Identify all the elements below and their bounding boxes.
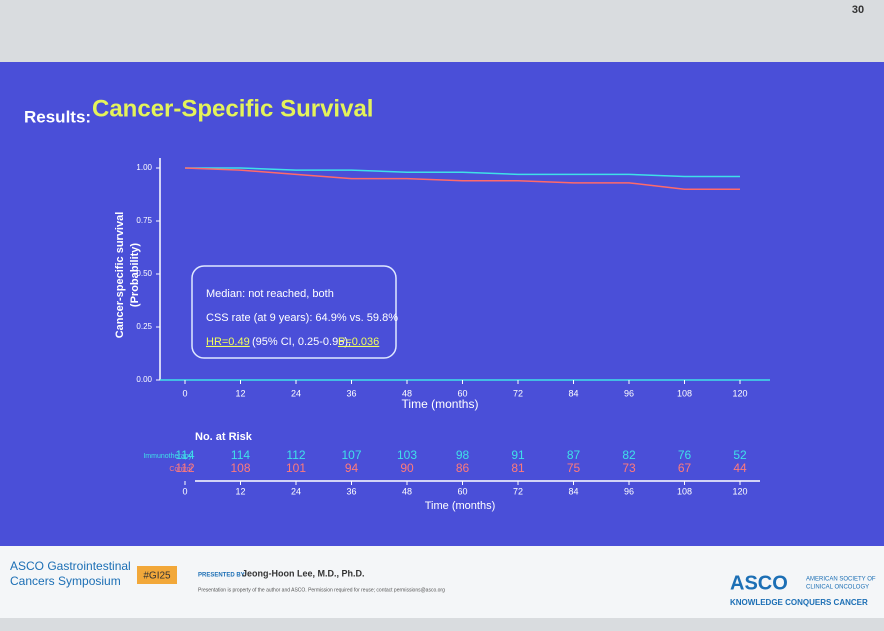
risk-x-tick-label: 84 (568, 486, 578, 496)
risk-x-tick-label: 108 (677, 486, 692, 496)
risk-count: 73 (622, 461, 636, 475)
meeting-name: Cancers Symposium (10, 574, 121, 588)
risk-count: 75 (567, 461, 581, 475)
risk-count: 103 (397, 448, 417, 462)
hashtag: #GI25 (143, 571, 171, 582)
risk-count: 112 (286, 448, 305, 462)
annotation: (95% CI, 0.25-0.95), (252, 336, 351, 348)
x-tick-label: 96 (624, 388, 634, 398)
x-tick-label: 84 (568, 388, 578, 398)
survival-curve (184, 167, 740, 190)
title-prefix: Results: (24, 107, 91, 126)
annotation: Median: not reached, both (206, 288, 334, 300)
risk-count: 112 (175, 461, 194, 475)
x-tick-label: 120 (732, 388, 747, 398)
risk-count: 94 (345, 461, 359, 475)
y-tick-label: 1.00 (136, 163, 152, 172)
presenter: Jeong-Hoon Lee, M.D., Ph.D. (242, 568, 365, 578)
risk-x-tick-label: 48 (402, 486, 412, 496)
risk-count: 52 (733, 448, 747, 462)
risk-x-tick-label: 24 (291, 486, 301, 496)
risk-x-tick-label: 36 (346, 486, 356, 496)
notice: Presentation is property of the author a… (198, 587, 445, 593)
asco-logo: ASCO (730, 572, 788, 594)
risk-x-tick-label: 120 (732, 486, 747, 496)
risk-count: 108 (230, 461, 250, 475)
risk-count: 91 (511, 448, 525, 462)
risk-x-tick-label: 12 (235, 486, 245, 496)
risk-count: 86 (456, 461, 470, 475)
x-tick-label: 72 (513, 388, 523, 398)
y-tick-label: 0.50 (136, 269, 152, 278)
annotation: P=0.036 (338, 336, 379, 348)
meeting-name: ASCO Gastrointestinal (10, 559, 131, 573)
x-tick-label: 108 (677, 388, 692, 398)
risk-x-axis-label: Time (months) (425, 500, 496, 512)
x-tick-label: 12 (235, 388, 245, 398)
x-tick-label: 24 (291, 388, 301, 398)
risk-count: 114 (231, 448, 250, 462)
risk-count: 67 (678, 461, 692, 475)
x-tick-label: 36 (346, 388, 356, 398)
x-tick-label: 60 (457, 388, 467, 398)
y-tick-label: 0.25 (136, 322, 152, 331)
risk-count: 76 (678, 448, 692, 462)
y-axis-label: Cancer-specific survival (114, 212, 126, 339)
presented-by: PRESENTED BY: (198, 573, 246, 579)
risk-count: 107 (341, 448, 361, 462)
y-tick-label: 0.75 (136, 216, 152, 225)
risk-table-title: No. at Risk (195, 431, 253, 443)
risk-count: 114 (175, 448, 194, 462)
y-axis-label: (Probability) (129, 243, 141, 308)
risk-count: 44 (733, 461, 747, 475)
hashtag-badge (137, 566, 177, 584)
tagline: KNOWLEDGE CONQUERS CANCER (730, 598, 868, 607)
risk-count: 101 (286, 461, 306, 475)
risk-count: 81 (511, 461, 525, 475)
x-tick-label: 0 (182, 388, 187, 398)
risk-row-name: Control (169, 466, 192, 473)
risk-x-tick-label: 72 (513, 486, 523, 496)
survival-curve (185, 167, 740, 178)
society-name: AMERICAN SOCIETY OF (806, 577, 876, 583)
risk-row-name: Immunotherapy (143, 453, 192, 460)
title: Cancer-Specific Survival (92, 95, 373, 122)
page-number: 30 (852, 4, 864, 16)
risk-count: 82 (622, 448, 636, 462)
x-axis-label: Time (months) (402, 397, 479, 411)
annotation: HR=0.49 (206, 336, 250, 348)
annotation-box (191, 265, 397, 359)
risk-x-tick-label: 60 (457, 486, 467, 496)
y-tick-label: 0.00 (136, 375, 152, 384)
risk-count: 90 (400, 461, 414, 475)
society-name: CLINICAL ONCOLOGY (806, 585, 869, 591)
risk-x-tick-label: 0 (182, 486, 187, 496)
risk-x-tick-label: 96 (624, 486, 634, 496)
risk-count: 87 (567, 448, 581, 462)
x-tick-label: 48 (402, 388, 412, 398)
annotation: CSS rate (at 9 years): 64.9% vs. 59.8% (206, 312, 398, 324)
risk-count: 98 (456, 448, 470, 462)
slide-background (0, 62, 884, 546)
